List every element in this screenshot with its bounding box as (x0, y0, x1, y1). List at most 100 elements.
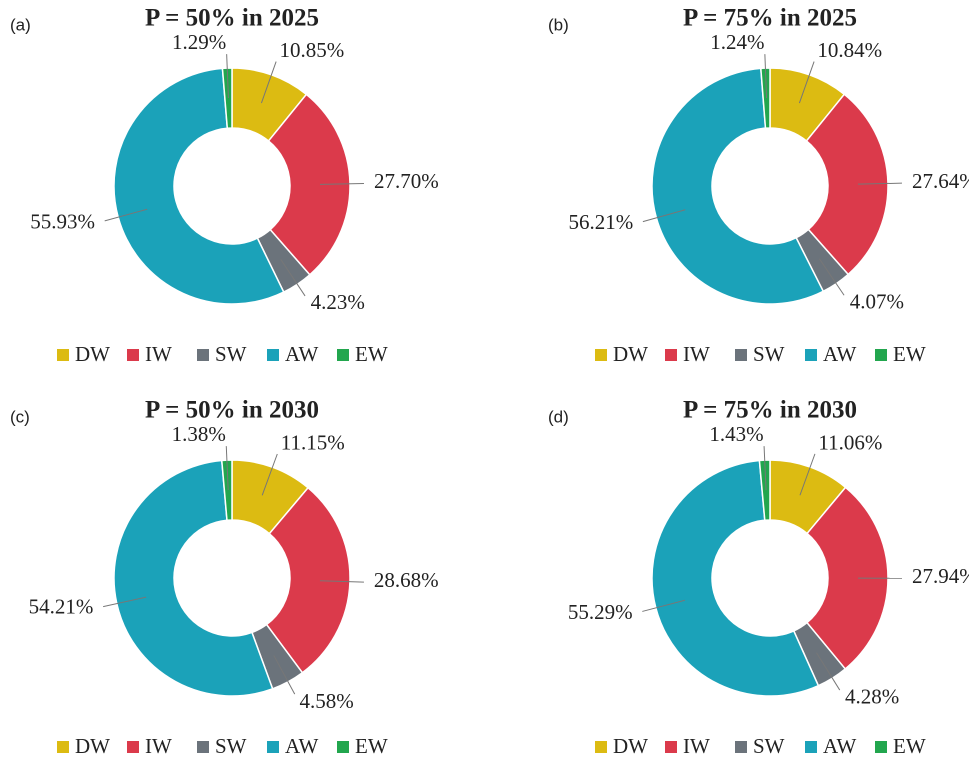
panel-label: (c) (10, 407, 30, 426)
legend-swatch (665, 741, 677, 753)
legend-swatch (197, 741, 209, 753)
legend-label: IW (683, 734, 710, 758)
data-label: 55.93% (30, 209, 95, 233)
leader-line (763, 446, 767, 491)
legend-label: EW (893, 342, 926, 366)
panel-label: (b) (548, 15, 569, 34)
leader-line (260, 61, 277, 104)
data-label: 1.43% (709, 422, 763, 446)
legend-swatch (267, 349, 279, 361)
leader-line (226, 54, 229, 99)
data-label: 55.29% (568, 600, 633, 624)
legend-swatch (735, 349, 747, 361)
legend-swatch (735, 741, 747, 753)
leader-line (642, 209, 686, 223)
data-label: 27.70% (374, 169, 439, 193)
data-label: 56.21% (569, 210, 634, 234)
legend-label: AW (823, 734, 856, 758)
data-label: 11.06% (818, 430, 882, 454)
data-label: 1.24% (710, 30, 764, 54)
legend-swatch (197, 349, 209, 361)
legend-label: SW (753, 734, 785, 758)
data-label: 11.15% (281, 430, 345, 454)
leader-line (642, 599, 685, 612)
legend-swatch (665, 349, 677, 361)
legend-label: DW (75, 342, 110, 366)
legend-swatch (875, 741, 887, 753)
donut-segment (265, 486, 351, 674)
legend-label: IW (145, 734, 172, 758)
data-label: 1.29% (172, 30, 226, 54)
leader-line (280, 259, 306, 297)
legend-label: SW (215, 342, 247, 366)
data-label: 10.84% (817, 38, 882, 62)
legend-label: AW (823, 342, 856, 366)
donut-segment (758, 459, 771, 522)
legend-swatch (805, 741, 817, 753)
legend-label: EW (355, 734, 388, 758)
donut-segment (113, 459, 274, 697)
legend-label: DW (613, 342, 648, 366)
legend-label: AW (285, 342, 318, 366)
legend-label: IW (145, 342, 172, 366)
legend-swatch (805, 349, 817, 361)
legend-swatch (595, 741, 607, 753)
legend-label: DW (613, 734, 648, 758)
panel-label: (a) (10, 15, 31, 34)
legend-label: DW (75, 734, 110, 758)
data-label: 10.85% (279, 38, 344, 62)
legend-label: AW (285, 734, 318, 758)
legend-swatch (337, 741, 349, 753)
legend-label: EW (893, 734, 926, 758)
legend-swatch (127, 349, 139, 361)
donut-segment (805, 486, 889, 670)
legend-label: IW (683, 342, 710, 366)
data-label: 1.38% (172, 422, 226, 446)
leader-line (319, 183, 364, 185)
leader-line (319, 580, 364, 583)
donut-segment (221, 67, 233, 129)
legend-label: SW (753, 342, 785, 366)
chart-title: P = 50% in 2025 (145, 5, 319, 32)
leader-line (273, 655, 296, 695)
chart-title: P = 75% in 2025 (683, 5, 857, 32)
data-label: 4.23% (311, 290, 365, 314)
legend-swatch (57, 741, 69, 753)
leader-line (857, 182, 902, 185)
data-label: 54.21% (29, 595, 94, 619)
donut-segment (267, 93, 351, 276)
legend-swatch (337, 349, 349, 361)
leader-line (225, 446, 229, 491)
leader-line (798, 61, 815, 104)
legend-swatch (127, 741, 139, 753)
legend-swatch (267, 741, 279, 753)
leader-line (818, 258, 845, 296)
legend-label: EW (355, 342, 388, 366)
leader-line (816, 652, 841, 691)
leader-line (799, 453, 816, 496)
data-label: 27.64% (912, 169, 969, 193)
panel-label: (d) (548, 407, 569, 426)
legend-swatch (875, 349, 887, 361)
chart-title: P = 50% in 2030 (145, 397, 319, 424)
leader-line (261, 453, 278, 496)
donut-segment (651, 459, 820, 697)
data-label: 4.58% (299, 689, 353, 713)
legend-swatch (595, 349, 607, 361)
legend-swatch (57, 349, 69, 361)
donut-segment (651, 67, 825, 305)
leader-line (103, 596, 147, 608)
data-label: 28.68% (374, 568, 439, 592)
data-label: 4.28% (845, 684, 899, 708)
donut-segment (113, 67, 285, 305)
leader-line (104, 208, 148, 222)
chart-title: P = 75% in 2030 (683, 397, 857, 424)
data-label: 27.94% (912, 564, 969, 588)
donut-segment (220, 459, 233, 522)
donut-segment (805, 93, 889, 276)
donut-segment (760, 67, 771, 129)
legend-label: SW (215, 734, 247, 758)
leader-line (764, 54, 768, 99)
data-label: 4.07% (850, 289, 904, 313)
